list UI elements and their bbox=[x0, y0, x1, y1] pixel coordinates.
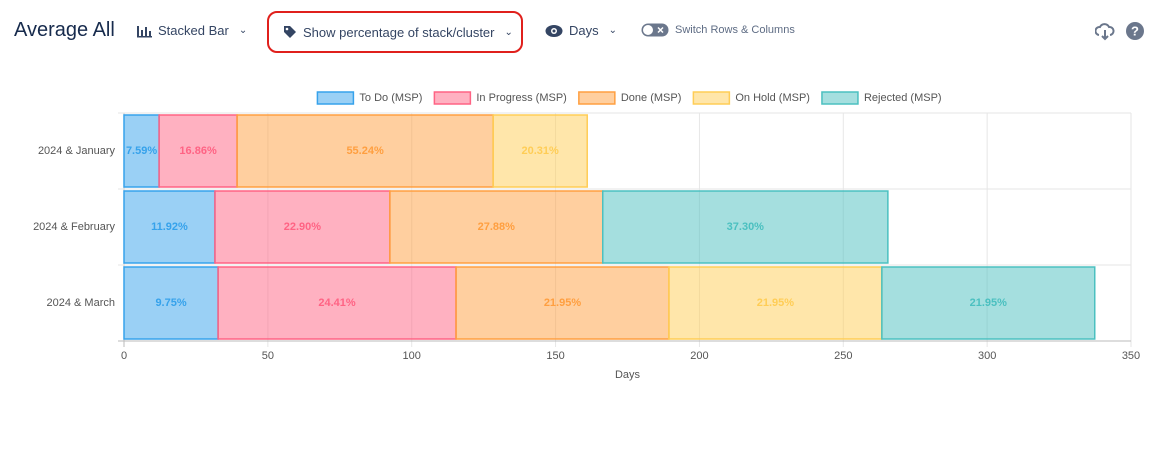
legend-label: On Hold (MSP) bbox=[735, 92, 810, 104]
chart: 0 50 100 150 200 250 300 350 Days 2024 & January 7… bbox=[33, 91, 1140, 381]
x-tick-label: 250 bbox=[834, 350, 852, 362]
data-label: 7.59% bbox=[126, 145, 157, 157]
legend-swatch bbox=[821, 91, 859, 105]
unit-dropdown[interactable]: Days ⌄ bbox=[545, 23, 617, 38]
x-tick-label: 200 bbox=[690, 350, 708, 362]
x-tick-label: 0 bbox=[121, 350, 127, 362]
legend-swatch bbox=[316, 91, 355, 105]
bar-segment bbox=[602, 190, 889, 264]
bar-segment bbox=[123, 190, 216, 264]
help-mark: ? bbox=[1131, 23, 1139, 38]
legend-swatch bbox=[433, 91, 472, 105]
data-label: 21.95% bbox=[757, 297, 795, 309]
toggle-icon bbox=[641, 23, 669, 37]
download-arrow bbox=[1101, 30, 1109, 41]
switch-label: Switch Rows & Columns bbox=[675, 24, 795, 36]
tag-icon bbox=[284, 26, 296, 38]
legend-swatch bbox=[578, 91, 616, 105]
eye-icon bbox=[545, 24, 563, 37]
report-title: Average All bbox=[14, 19, 115, 41]
bar-segment bbox=[389, 190, 604, 264]
data-label: 27.88% bbox=[478, 221, 516, 233]
percentage-label: Show percentage of stack/cluster bbox=[303, 24, 495, 40]
x-tick-label: 300 bbox=[978, 350, 996, 362]
legend-label: Rejected (MSP) bbox=[864, 92, 942, 104]
toolbar: Average All Stacked Bar ⌄ Show percentage… bbox=[0, 0, 1166, 62]
data-label: 22.90% bbox=[284, 221, 322, 233]
x-tick-label: 100 bbox=[403, 350, 421, 362]
x-tick-label: 150 bbox=[546, 350, 564, 362]
data-label: 37.30% bbox=[727, 221, 765, 233]
legend-label: Done (MSP) bbox=[621, 92, 682, 104]
data-label: 24.41% bbox=[318, 297, 356, 309]
data-label: 16.86% bbox=[179, 145, 217, 157]
x-tick-label: 50 bbox=[262, 350, 274, 362]
bar-segment bbox=[217, 266, 457, 340]
data-label: 20.31% bbox=[522, 145, 560, 157]
bar-segment bbox=[236, 114, 494, 188]
data-label: 55.24% bbox=[346, 145, 384, 157]
x-axis-title: Days bbox=[615, 369, 641, 381]
data-label: 9.75% bbox=[155, 297, 186, 309]
y-tick-label: 2024 & February bbox=[33, 221, 115, 233]
bar-segment bbox=[455, 266, 670, 340]
x-tick-label: 350 bbox=[1122, 350, 1140, 362]
y-tick-label: 2024 & January bbox=[38, 145, 116, 157]
bar-segment bbox=[668, 266, 883, 340]
legend-label: In Progress (MSP) bbox=[476, 92, 566, 104]
bar-segment bbox=[492, 114, 588, 188]
unit-label: Days bbox=[569, 23, 599, 38]
data-label: 21.95% bbox=[970, 297, 1008, 309]
percentage-dropdown[interactable]: Show percentage of stack/cluster ⌄ bbox=[267, 11, 523, 53]
help-icon[interactable] bbox=[1126, 22, 1144, 40]
switch-toggle[interactable]: Switch Rows & Columns bbox=[641, 23, 795, 37]
y-tick-label: 2024 & March bbox=[47, 297, 115, 309]
chart-type-dropdown[interactable]: Stacked Bar ⌄ bbox=[136, 23, 247, 38]
toolbar-icons: ? bbox=[1095, 22, 1144, 41]
chart-type-label: Stacked Bar bbox=[158, 23, 229, 38]
bar-segment bbox=[123, 266, 219, 340]
legend-swatch bbox=[692, 91, 731, 105]
download-icon[interactable] bbox=[1095, 23, 1115, 36]
data-label: 11.92% bbox=[151, 221, 188, 233]
legend-label: To Do (MSP) bbox=[359, 92, 422, 104]
bar-icon bbox=[137, 25, 152, 37]
bar-segment bbox=[158, 114, 238, 188]
legend: To Do (MSP) In Progress (MSP) Done (MSP) On… bbox=[316, 91, 942, 105]
data-label: 21.95% bbox=[544, 297, 582, 309]
bar-segment bbox=[881, 266, 1096, 340]
